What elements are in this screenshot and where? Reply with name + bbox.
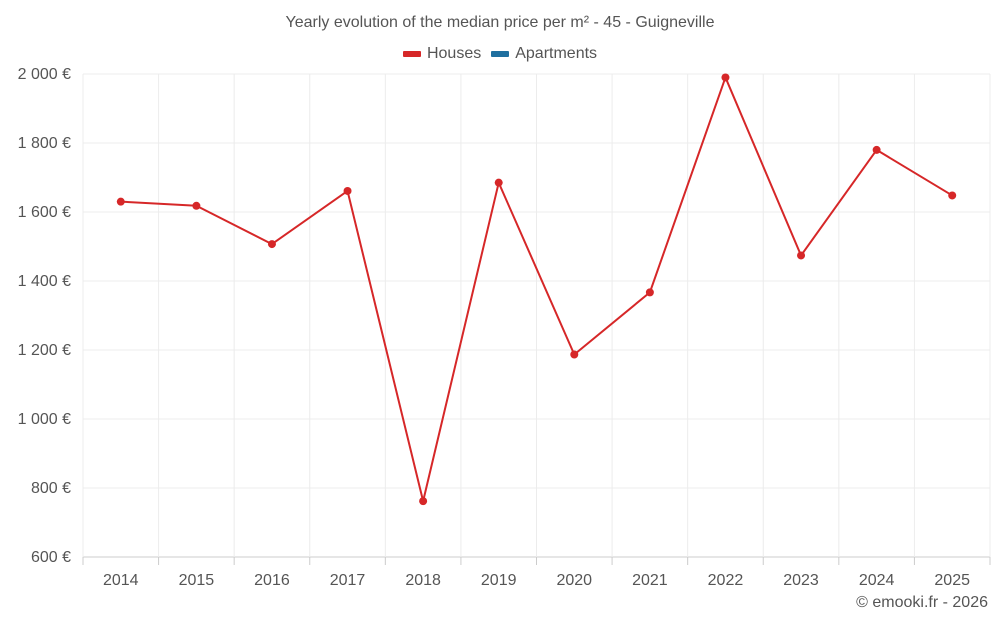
series-line-houses: [120, 76, 953, 503]
data-point: [494, 178, 503, 187]
legend-item-apartments[interactable]: Apartments: [491, 45, 597, 63]
chart-legend: Houses Apartments: [0, 45, 1000, 63]
data-point: [948, 191, 957, 200]
x-tick-label: 2022: [708, 572, 744, 589]
data-point: [343, 186, 352, 195]
data-point: [797, 251, 806, 260]
x-tick-label: 2015: [179, 572, 215, 589]
legend-label-apartments: Apartments: [515, 45, 598, 62]
x-tick-label: 2025: [934, 572, 970, 589]
data-point: [645, 288, 654, 297]
y-tick-label: 1 000 €: [18, 411, 71, 428]
x-tick-label: 2016: [254, 572, 290, 589]
data-point: [872, 145, 881, 154]
data-point: [116, 197, 125, 206]
y-tick-label: 600 €: [31, 549, 71, 566]
data-point: [570, 350, 579, 359]
x-tick-label: 2021: [632, 572, 668, 589]
legend-swatch-apartments: [491, 51, 510, 57]
data-point: [267, 240, 276, 249]
x-tick-label: 2024: [859, 572, 895, 589]
x-tick-label: 2017: [330, 572, 366, 589]
data-point: [419, 497, 428, 506]
chart-title: Yearly evolution of the median price per…: [285, 14, 715, 31]
y-tick-label: 1 400 €: [18, 273, 71, 290]
legend-item-houses[interactable]: Houses: [402, 45, 482, 63]
x-tick-label: 2019: [481, 572, 517, 589]
y-tick-label: 1 800 €: [18, 135, 71, 152]
y-tick-label: 1 200 €: [18, 342, 71, 359]
data-point: [192, 201, 201, 210]
x-tick-label: 2020: [556, 572, 592, 589]
x-tick-label: 2023: [783, 572, 819, 589]
y-tick-label: 800 €: [31, 480, 71, 497]
legend-label-houses: Houses: [426, 45, 482, 62]
legend-swatch-houses: [402, 51, 421, 57]
x-tick-label: 2014: [103, 572, 139, 589]
y-tick-label: 2 000 €: [18, 66, 71, 83]
credit-text: © emooki.fr - 2026: [856, 594, 988, 611]
x-tick-label: 2018: [405, 572, 441, 589]
data-point: [721, 73, 730, 82]
y-tick-label: 1 600 €: [18, 204, 71, 221]
